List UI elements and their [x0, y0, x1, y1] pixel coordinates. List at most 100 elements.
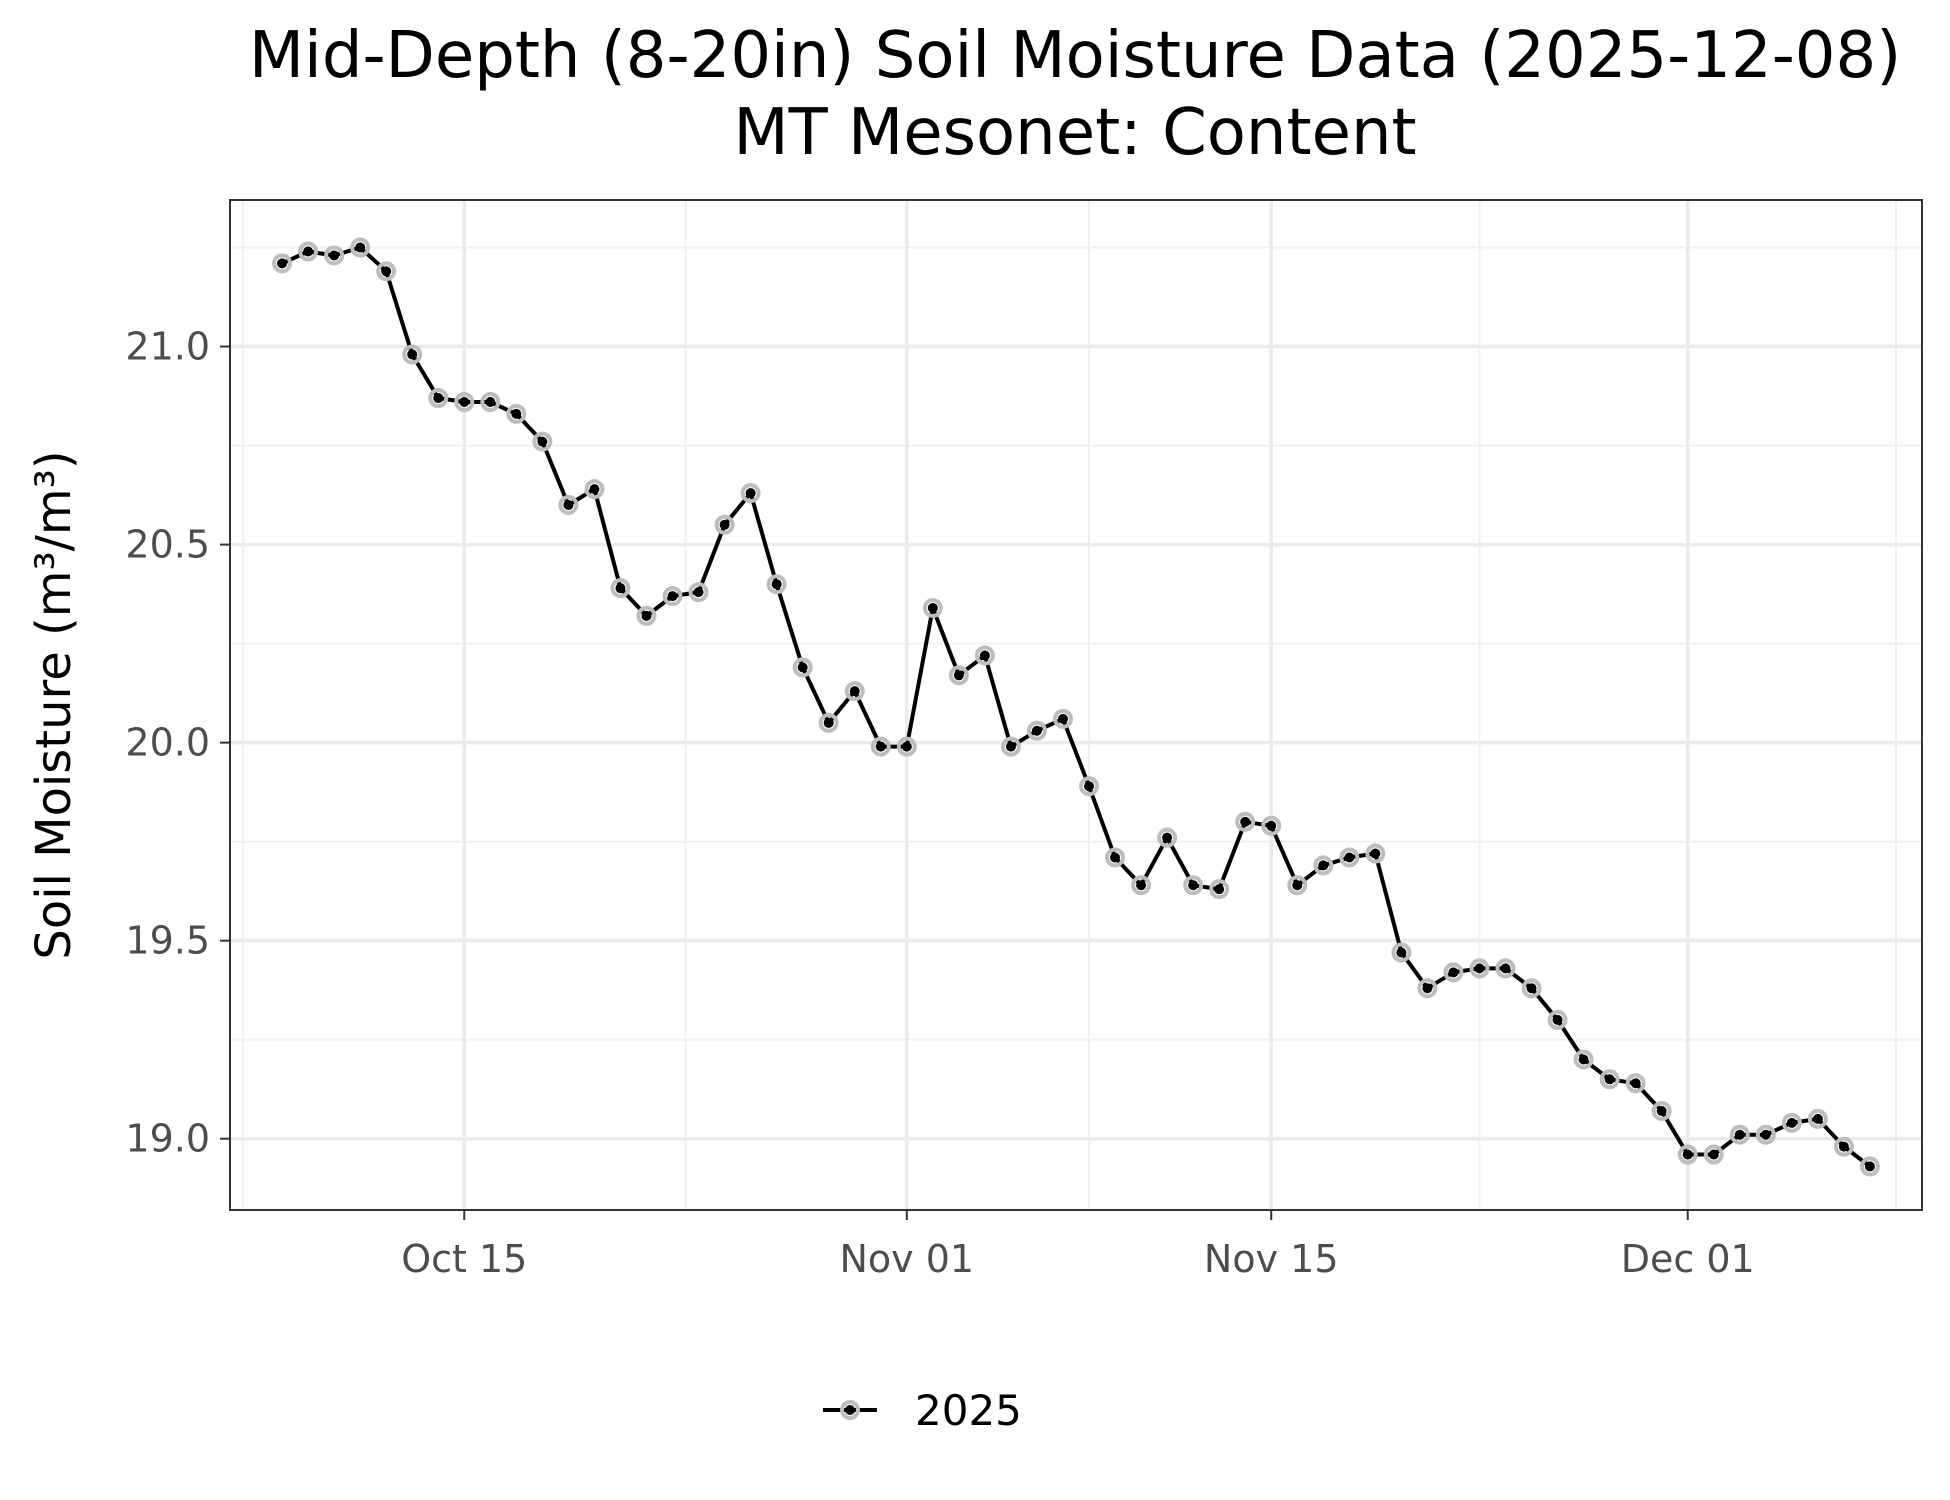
data-point — [875, 741, 886, 752]
data-point-halo — [1079, 776, 1100, 797]
data-point — [277, 258, 288, 269]
data-point-halo — [454, 392, 475, 412]
data-point — [797, 662, 808, 673]
y-axis: 19.0 19.5 20.0 20.5 21.0 — [125, 325, 230, 1161]
data-point — [1162, 832, 1173, 843]
data-point — [1031, 725, 1042, 736]
data-point — [1578, 1054, 1589, 1065]
chart-title: Mid-Depth (8-20in) Soil Moisture Data (2… — [249, 19, 1901, 93]
data-point-halo — [402, 344, 423, 365]
data-point — [615, 583, 626, 594]
data-point-halo — [1651, 1100, 1672, 1121]
data-point-halo — [662, 586, 683, 607]
data-point-halo — [1469, 958, 1490, 979]
data-point — [355, 242, 366, 253]
data-point — [1240, 816, 1251, 827]
data-point — [693, 587, 704, 598]
data-point-halo — [1755, 1124, 1776, 1145]
data-point-halo — [272, 253, 293, 274]
data-point-halo — [1599, 1069, 1620, 1090]
data-point-halo — [1131, 875, 1152, 896]
data-point-halo — [1417, 978, 1438, 999]
data-point-halo — [376, 261, 397, 282]
data-point — [901, 741, 912, 752]
data-point-halo — [1443, 962, 1464, 983]
data-point — [1838, 1141, 1849, 1152]
data-point-halo — [1261, 815, 1282, 836]
data-point — [1604, 1074, 1615, 1085]
data-point — [745, 488, 756, 499]
y-tick-label: 19.0 — [125, 1117, 210, 1161]
data-point — [1136, 880, 1147, 891]
plot-panel-background — [230, 200, 1922, 1210]
data-point — [407, 349, 418, 360]
data-point-halo — [1209, 879, 1230, 900]
legend: 2025 — [823, 1386, 1022, 1435]
x-tick-label: Dec 01 — [1621, 1237, 1755, 1281]
data-point — [927, 602, 938, 613]
data-point — [1708, 1149, 1719, 1160]
data-point-halo — [1495, 958, 1516, 979]
data-point — [1630, 1078, 1641, 1089]
chart-subtitle: MT Mesonet: Content — [733, 96, 1416, 170]
data-point-halo — [1339, 847, 1360, 868]
data-point-halo — [948, 665, 969, 686]
data-point — [1448, 967, 1459, 978]
data-point — [589, 484, 600, 495]
data-point — [1422, 983, 1433, 994]
data-point — [1370, 848, 1381, 859]
data-point-halo — [1703, 1144, 1724, 1165]
data-point — [1266, 820, 1277, 831]
data-point-halo — [1157, 827, 1178, 848]
plot-area — [229, 199, 1923, 1211]
data-point — [329, 250, 340, 261]
y-axis-label: Soil Moisture (m³/m³) — [26, 450, 82, 959]
data-point-halo — [1547, 1009, 1568, 1030]
data-point-halo — [428, 388, 449, 409]
data-point — [1682, 1149, 1693, 1160]
data-point — [667, 591, 678, 602]
data-point-halo — [636, 605, 657, 626]
data-point-halo — [714, 514, 735, 535]
x-tick-label: Nov 01 — [839, 1237, 974, 1281]
data-point — [1760, 1129, 1771, 1140]
data-point — [537, 436, 548, 447]
data-point — [1005, 741, 1016, 752]
data-point — [1057, 713, 1068, 724]
data-point — [1188, 880, 1199, 891]
y-tick-label: 20.5 — [125, 523, 210, 567]
data-point-halo — [1391, 942, 1412, 963]
data-point — [1812, 1113, 1823, 1124]
data-point — [1292, 880, 1303, 891]
data-point — [771, 579, 782, 590]
data-point — [823, 717, 834, 728]
data-point — [1396, 947, 1407, 958]
data-point — [641, 610, 652, 621]
data-point-halo — [1313, 855, 1334, 876]
data-point-halo — [610, 578, 631, 599]
plot-panel-border — [229, 199, 1923, 1211]
data-point-halo — [1235, 811, 1256, 832]
data-point — [1864, 1161, 1875, 1172]
data-point — [1344, 852, 1355, 863]
data-point-halo — [1000, 736, 1021, 757]
data-point-halo — [870, 736, 891, 757]
series-layer — [272, 237, 1880, 1177]
data-point — [1552, 1014, 1563, 1025]
data-point — [719, 519, 730, 530]
data-point — [1084, 781, 1095, 792]
data-point — [303, 246, 314, 257]
data-point-halo — [350, 237, 371, 258]
data-point — [1500, 963, 1511, 974]
data-point-halo — [1521, 978, 1542, 999]
data-point — [1656, 1105, 1667, 1116]
data-point-halo — [1729, 1124, 1750, 1145]
grid-major — [230, 200, 1922, 1210]
data-point-halo — [1859, 1156, 1880, 1177]
legend-key-point — [845, 1405, 855, 1415]
data-point-halo — [1781, 1112, 1802, 1133]
data-point — [563, 499, 574, 510]
data-point — [433, 393, 444, 404]
data-point — [1318, 860, 1329, 871]
data-point-halo — [298, 241, 319, 262]
